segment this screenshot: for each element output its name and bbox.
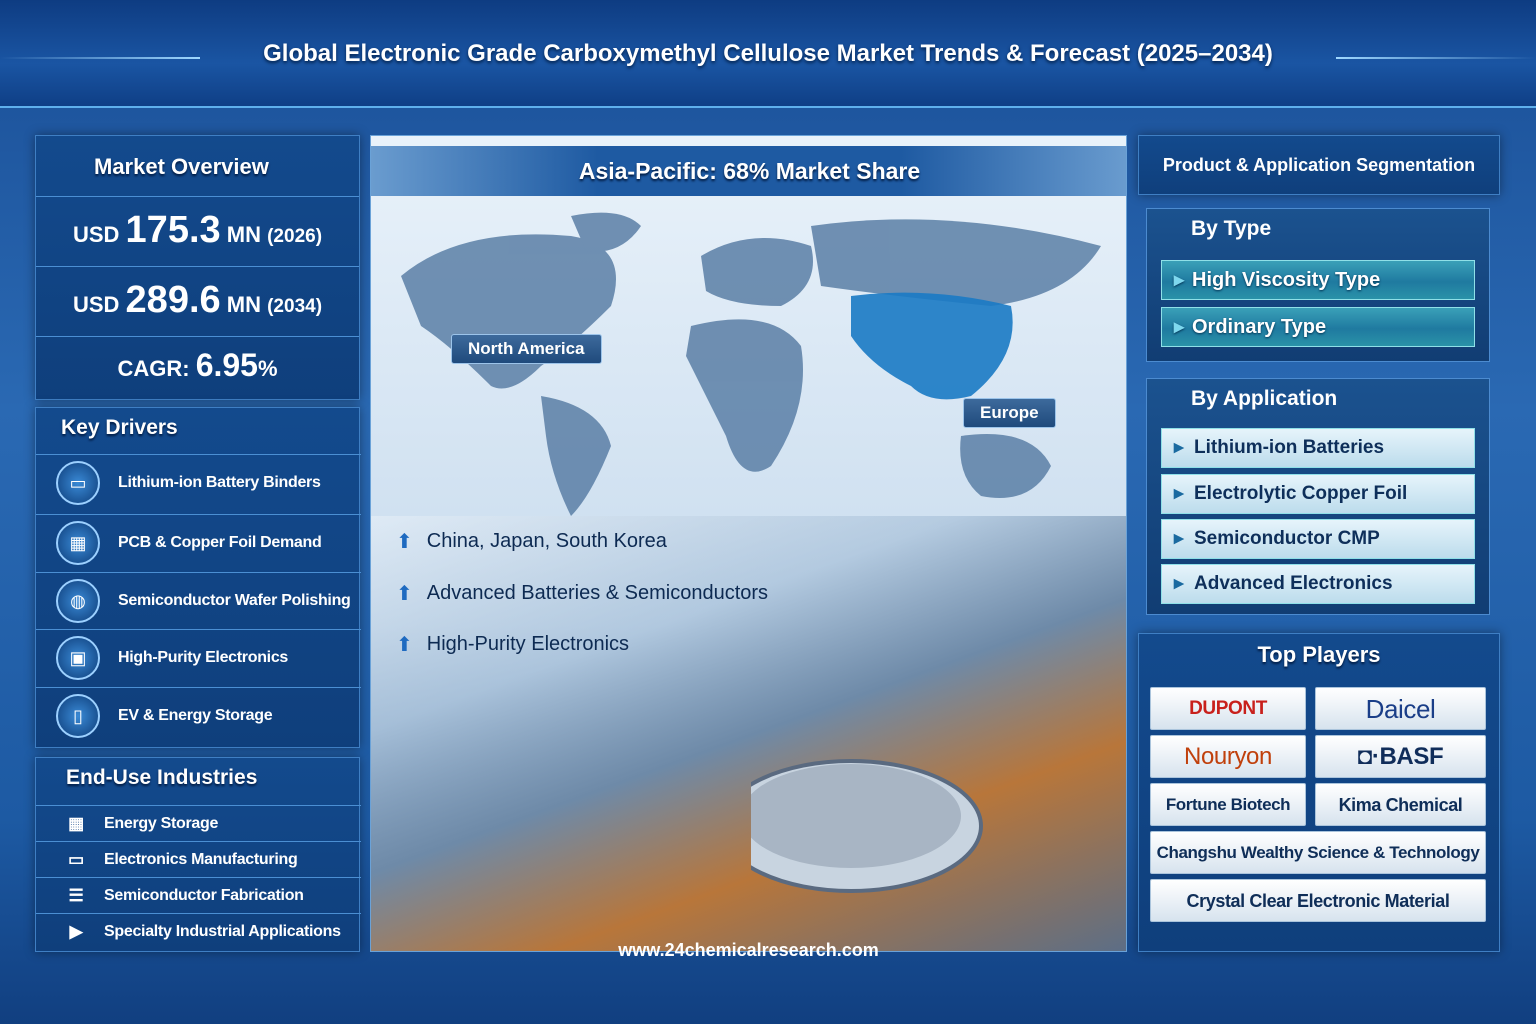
australia-shape <box>960 434 1051 498</box>
monitor-icon: ▭ <box>68 849 84 869</box>
industry-item: ▶ Specialty Industrial Applications <box>36 913 361 949</box>
website-link[interactable]: www.24chemicalresearch.com <box>618 940 879 960</box>
greenland-shape <box>571 212 641 252</box>
player-logo-nouryon: Nouryon <box>1150 735 1306 778</box>
market-value-2026: USD 175.3 MN (2026) <box>36 196 359 262</box>
subsection-title: By Application <box>1191 387 1338 410</box>
player-logo-dupont: DUPONT <box>1150 687 1306 730</box>
application-item[interactable]: Semiconductor CMP <box>1161 519 1475 559</box>
regional-panel: Asia-Pacific: 68% Market Share North Ame… <box>370 135 1127 952</box>
industry-item: ▭ Electronics Manufacturing <box>36 841 361 877</box>
market-value-2034: USD 289.6 MN (2034) <box>36 266 359 332</box>
subsection-title: By Type <box>1191 217 1272 240</box>
application-item[interactable]: Electrolytic Copper Foil <box>1161 474 1475 514</box>
industry-item: ▦ Energy Storage <box>36 805 361 841</box>
player-name: Crystal Clear Electronic Material <box>1150 879 1486 922</box>
map-label-north-america: North America <box>451 334 602 364</box>
industrial-illustration <box>371 516 1126 951</box>
industry-item: ☰ Semiconductor Fabrication <box>36 877 361 913</box>
calendar-grid-icon: ▦ <box>68 813 84 833</box>
by-application-panel: By Application Lithium-ion Batteries Ele… <box>1146 378 1490 615</box>
basf-square-icon: ◘· <box>1357 743 1380 770</box>
europe-shape <box>701 238 813 306</box>
driver-item: ▭ Lithium-ion Battery Binders <box>36 454 361 511</box>
type-item[interactable]: High Viscosity Type <box>1161 260 1475 300</box>
arrow-up-icon: ⬆ <box>396 583 413 605</box>
player-name: Kima Chemical <box>1315 783 1486 826</box>
south-america-shape <box>541 396 611 516</box>
map-label-europe: Europe <box>963 398 1056 428</box>
divider <box>0 57 200 59</box>
market-share-banner: Asia-Pacific: 68% Market Share <box>371 146 1126 196</box>
battery-icon: ▭ <box>56 461 100 505</box>
section-title: Top Players <box>1257 642 1381 667</box>
circuit-board-icon: ▦ <box>56 521 100 565</box>
asia-pacific-highlight <box>851 292 1013 400</box>
russia-shape <box>811 219 1101 306</box>
player-logo-daicel: Daicel <box>1315 687 1486 730</box>
region-bullet: ⬆ Advanced Batteries & Semiconductors <box>396 582 769 605</box>
north-america-shape <box>401 234 616 389</box>
application-item[interactable]: Advanced Electronics <box>1161 564 1475 604</box>
layers-icon: ☰ <box>68 885 84 905</box>
chip-icon: ▣ <box>56 636 100 680</box>
segmentation-header: Product & Application Segmentation <box>1138 135 1500 195</box>
type-item[interactable]: Ordinary Type <box>1161 307 1475 347</box>
globe-icon: ◍ <box>56 579 100 623</box>
section-title: End-Use Industries <box>66 766 258 789</box>
driver-item: ◍ Semiconductor Wafer Polishing <box>36 572 361 629</box>
mobile-device-icon: ▯ <box>56 694 100 738</box>
page-title: Global Electronic Grade Carboxymethyl Ce… <box>263 40 1273 67</box>
africa-shape <box>686 319 803 472</box>
region-bullet: ⬆ China, Japan, South Korea <box>396 530 667 553</box>
player-name: Fortune Biotech <box>1150 783 1306 826</box>
driver-item: ▦ PCB & Copper Foil Demand <box>36 514 361 571</box>
arrow-up-icon: ⬆ <box>396 634 413 656</box>
player-logo-basf: ◘·BASF <box>1315 735 1486 778</box>
play-box-icon: ▶ <box>69 921 83 941</box>
section-title: Key Drivers <box>61 416 178 439</box>
driver-item: ▯ EV & Energy Storage <box>36 687 361 744</box>
section-title: Product & Application Segmentation <box>1162 155 1476 175</box>
key-drivers-panel: Key Drivers ▭ Lithium-ion Battery Binders… <box>35 407 361 748</box>
wafer-graphic <box>751 759 983 893</box>
market-overview-panel: Market Overview USD 175.3 MN (2026) USD … <box>35 135 360 400</box>
world-map <box>401 212 1101 516</box>
header: Global Electronic Grade Carboxymethyl Ce… <box>0 0 1536 108</box>
section-title: Market Overview <box>94 154 269 179</box>
region-bullet: ⬆ High-Purity Electronics <box>396 633 630 656</box>
by-type-panel: By Type High Viscosity Type Ordinary Typ… <box>1146 208 1490 362</box>
cagr: CAGR: 6.95% <box>36 336 359 396</box>
player-name: Changshu Wealthy Science & Technology <box>1150 831 1486 874</box>
driver-item: ▣ High-Purity Electronics <box>36 629 361 686</box>
application-item[interactable]: Lithium-ion Batteries <box>1161 428 1475 468</box>
end-use-panel: End-Use Industries ▦ Energy Storage ▭ Elec… <box>35 757 361 952</box>
arrow-up-icon: ⬆ <box>396 531 413 553</box>
